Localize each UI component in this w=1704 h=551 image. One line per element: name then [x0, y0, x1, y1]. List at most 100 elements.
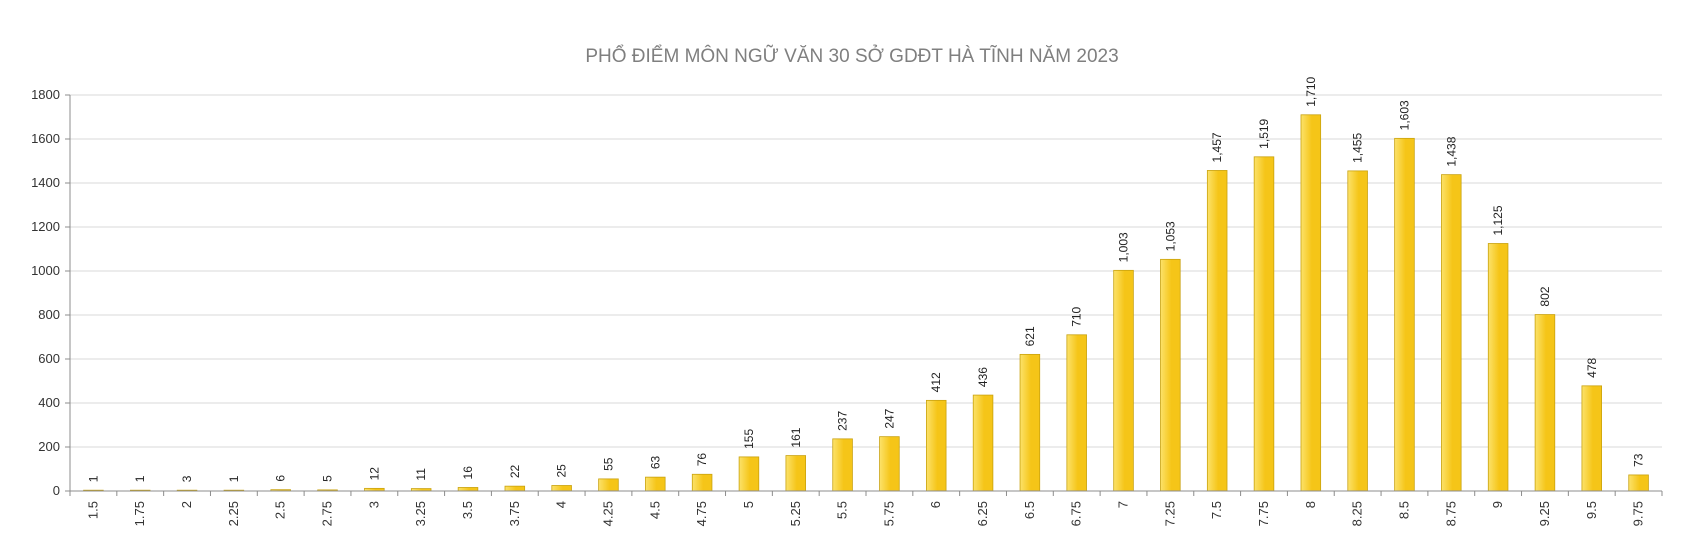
x-tick-label: 7.75: [1256, 501, 1271, 526]
x-tick-label: 3.5: [460, 501, 475, 519]
data-label: 6: [274, 475, 288, 482]
x-tick-label: 9: [1490, 501, 1505, 508]
data-label: 1,457: [1210, 132, 1224, 162]
data-label: 76: [695, 453, 709, 467]
y-tick-label: 600: [38, 351, 60, 366]
y-tick-label: 400: [38, 395, 60, 410]
bar: [504, 485, 526, 492]
x-tick-label: 4.25: [600, 501, 615, 526]
data-label: 1,519: [1257, 118, 1271, 148]
bar: [1300, 114, 1322, 492]
x-tick-label: 7.5: [1209, 501, 1224, 519]
x-tick-label: 6.75: [1069, 501, 1084, 526]
x-tick-label: 5.25: [788, 501, 803, 526]
data-label: 247: [882, 408, 896, 428]
x-tick-label: 2.75: [320, 501, 335, 526]
data-label: 1,125: [1491, 205, 1505, 235]
x-tick-label: 6: [928, 501, 943, 508]
data-label: 55: [601, 457, 615, 471]
x-tick-label: 1.5: [85, 501, 100, 519]
bar: [1487, 243, 1509, 492]
bar: [551, 485, 572, 492]
bar: [457, 487, 479, 492]
bar: [879, 436, 900, 492]
bar: [1160, 258, 1181, 492]
x-tick-label: 8.25: [1350, 501, 1365, 526]
y-tick-label: 0: [53, 483, 60, 498]
bars: [83, 114, 1649, 492]
x-tick-label: 2.5: [273, 501, 288, 519]
data-label: 478: [1585, 357, 1599, 377]
x-tick-label: 3.75: [507, 501, 522, 526]
x-tick-label: 4: [554, 501, 569, 508]
x-tick-label: 9.25: [1537, 501, 1552, 526]
data-label: 11: [414, 468, 428, 481]
x-tick-label: 3.25: [413, 501, 428, 526]
x-tick-label: 7: [1116, 501, 1131, 508]
bar: [1441, 174, 1462, 492]
y-tick-label: 200: [38, 439, 60, 454]
x-tick-label: 8.75: [1443, 501, 1458, 526]
x-tick-label: 6.25: [975, 501, 990, 526]
data-label: 3: [180, 475, 194, 482]
data-label: 1,053: [1163, 221, 1177, 251]
x-tick-label: 1.75: [132, 501, 147, 526]
bar: [832, 438, 853, 492]
x-tick-label: 6.5: [1022, 501, 1037, 519]
chart-title: PHỔ ĐIỂM MÔN NGỮ VĂN 30 SỞ GDĐT HÀ TĨNH …: [585, 46, 1119, 67]
data-label: 1: [86, 475, 100, 482]
bar: [785, 455, 806, 492]
x-tick-label: 9.75: [1631, 501, 1646, 526]
data-label: 5: [321, 475, 335, 482]
bar: [1253, 156, 1275, 492]
data-label: 1,003: [1117, 232, 1131, 262]
data-label: 621: [1023, 326, 1037, 346]
data-label: 63: [648, 455, 662, 469]
y-tick-label: 1800: [31, 87, 60, 102]
y-tick-label: 1600: [31, 131, 60, 146]
data-label: 155: [742, 429, 756, 449]
y-tick-label: 1000: [31, 263, 60, 278]
y-tick-label: 1400: [31, 175, 60, 190]
data-label: 412: [929, 372, 943, 392]
data-label: 161: [789, 427, 803, 447]
x-tick-label: 9.5: [1584, 501, 1599, 519]
data-label: 1,455: [1351, 133, 1365, 163]
x-tick-label: 5: [741, 501, 756, 508]
x-tick-label: 5.75: [881, 501, 896, 526]
bar: [972, 394, 994, 492]
data-label: 1,438: [1444, 136, 1458, 166]
data-label: 16: [461, 466, 475, 480]
bar: [1581, 385, 1602, 492]
x-tick-label: 5.5: [835, 501, 850, 519]
data-label: 802: [1538, 286, 1552, 306]
bar: [1019, 353, 1041, 492]
bar: [598, 478, 619, 492]
y-tick-label: 1200: [31, 219, 60, 234]
x-tick-label: 8.5: [1396, 501, 1411, 519]
data-label: 710: [1070, 306, 1084, 326]
data-label: 1,603: [1397, 100, 1411, 130]
x-tick-label: 3: [366, 501, 381, 508]
bar: [1534, 314, 1556, 492]
bar: [1206, 170, 1228, 492]
bar: [691, 473, 713, 492]
data-label: 237: [836, 411, 850, 431]
data-label: 1,710: [1304, 76, 1318, 106]
data-label: 1: [133, 475, 147, 482]
data-label: 436: [976, 367, 990, 387]
bar: [738, 456, 760, 492]
data-label: 12: [367, 467, 381, 481]
bar: [645, 476, 666, 492]
y-tick-label: 800: [38, 307, 60, 322]
axes: 0 200 400 600 800 1000 1200 1400 1600 1800 1.5 1.75…: [31, 87, 1663, 526]
bar: [926, 399, 947, 492]
x-tick-label: 4.5: [647, 501, 662, 519]
x-tick-label: 4.75: [694, 501, 709, 526]
data-label: 22: [508, 464, 522, 478]
x-tick-label: 2.25: [226, 501, 241, 526]
x-tick-label: 8: [1303, 501, 1318, 508]
x-tick-label: 7.25: [1162, 501, 1177, 526]
